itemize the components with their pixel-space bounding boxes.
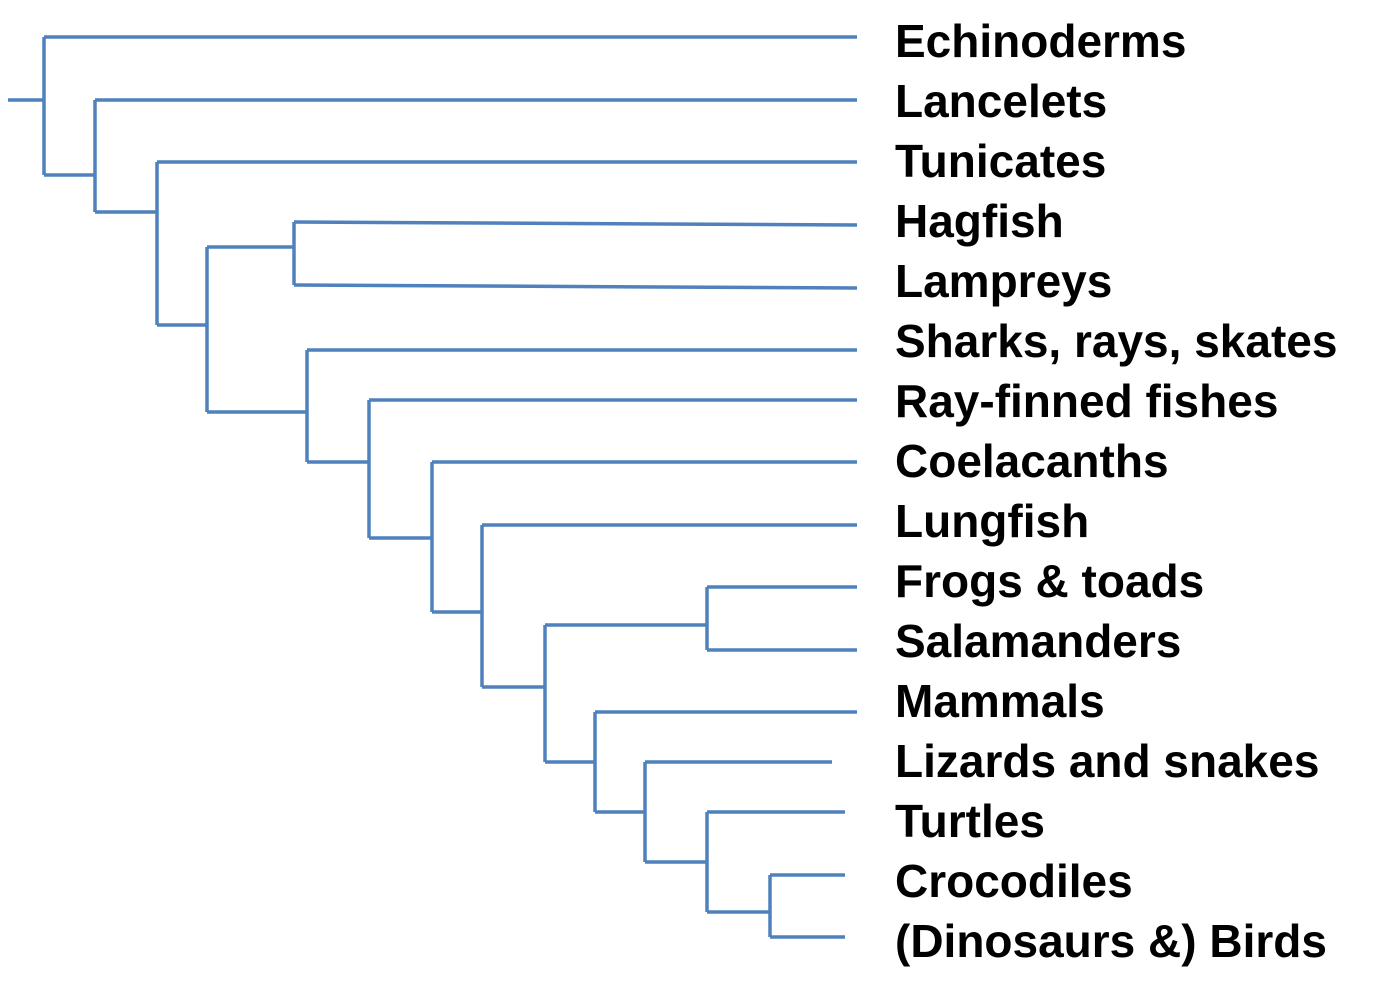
- taxon-label-tunicates: Tunicates: [895, 135, 1106, 187]
- taxon-label-lancelets: Lancelets: [895, 75, 1107, 127]
- taxon-label-ray-finned-fishes: Ray-finned fishes: [895, 375, 1278, 427]
- taxon-label-coelacanths: Coelacanths: [895, 435, 1169, 487]
- taxon-label-sharks-rays-skates: Sharks, rays, skates: [895, 315, 1337, 367]
- taxon-label-mammals: Mammals: [895, 675, 1105, 727]
- taxon-label-dinosaurs-birds: (Dinosaurs &) Birds: [895, 915, 1327, 967]
- taxon-label-lungfish: Lungfish: [895, 495, 1089, 547]
- taxon-label-lampreys: Lampreys: [895, 255, 1112, 307]
- taxon-label-echinoderms: Echinoderms: [895, 15, 1186, 67]
- taxon-label-salamanders: Salamanders: [895, 615, 1181, 667]
- branch-hagfish: [293, 220, 858, 227]
- taxon-label-lizards-snakes: Lizards and snakes: [895, 735, 1319, 787]
- taxon-label-crocodiles: Crocodiles: [895, 855, 1133, 907]
- taxon-label-turtles: Turtles: [895, 795, 1045, 847]
- taxon-label-frogs-toads: Frogs & toads: [895, 555, 1204, 607]
- branch-lines: [8, 35, 858, 939]
- taxon-labels: Echinoderms Lancelets Tunicates Hagfish …: [895, 15, 1337, 967]
- taxon-label-hagfish: Hagfish: [895, 195, 1064, 247]
- branch-lampreys: [293, 283, 858, 290]
